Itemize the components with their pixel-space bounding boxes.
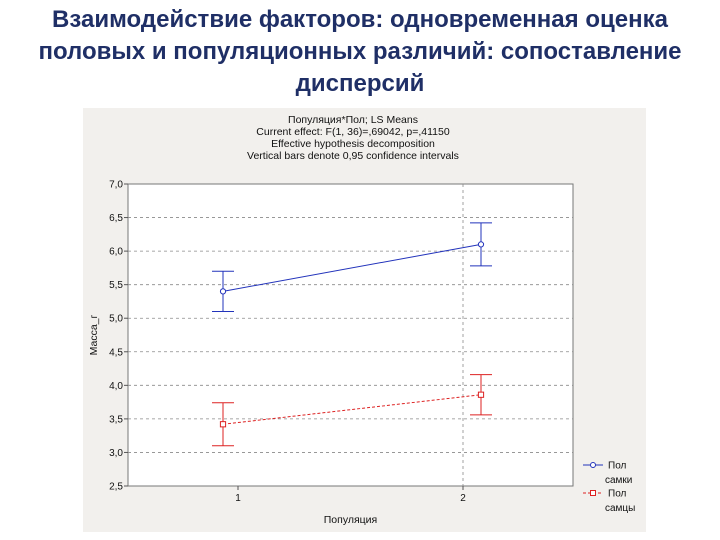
legend-entry-label: самки (605, 475, 632, 486)
y-tick-label: 2,5 (109, 482, 123, 493)
y-tick-label: 6,0 (109, 247, 123, 258)
chart-subtitle-ci-note: Vertical bars denote 0,95 confidence int… (247, 150, 459, 162)
chart-subtitle-decomposition: Effective hypothesis decomposition (271, 138, 435, 150)
data-point (477, 391, 485, 398)
plot-area (127, 183, 574, 487)
legend-title: Пол (608, 489, 627, 500)
x-tick-label: 2 (460, 493, 466, 504)
y-tick-label: 6,5 (109, 213, 123, 224)
y-tick-label: 5,0 (109, 314, 123, 325)
chart-title: Популяция*Пол; LS Means (288, 114, 418, 126)
legend-entry-label: самцы (605, 503, 635, 514)
y-tick-label: 5,5 (109, 280, 123, 291)
data-point (477, 241, 485, 248)
y-tick-label: 4,0 (109, 381, 123, 392)
y-tick-label: 3,5 (109, 414, 123, 425)
legend-marker (590, 462, 596, 468)
y-axis-label: Масса_г (88, 314, 100, 355)
legend-title: Пол (608, 461, 627, 472)
data-point (219, 288, 227, 295)
legend-marker (590, 490, 596, 496)
y-tick-label: 3,0 (109, 448, 123, 459)
y-tick-label: 7,0 (109, 180, 123, 191)
chart-figure: Популяция*Пол; LS Means Current effect: … (83, 108, 646, 532)
x-tick-label: 1 (235, 493, 241, 504)
x-axis-label: Популяция (324, 514, 377, 526)
series-line-1 (222, 243, 482, 292)
series-line-2 (222, 394, 482, 425)
slide-title: Взаимодействие факторов: одновременная о… (38, 6, 682, 97)
y-tick-label: 4,5 (109, 347, 123, 358)
chart-subtitle-effect: Current effect: F(1, 36)=,69042, p=,4115… (256, 126, 450, 138)
data-point (219, 421, 227, 428)
chart-canvas: 7,0 6,5 6,0 5,5 5,0 4,5 4,0 3,5 3,0 2,5 1 2 Популяци… (88, 180, 635, 527)
